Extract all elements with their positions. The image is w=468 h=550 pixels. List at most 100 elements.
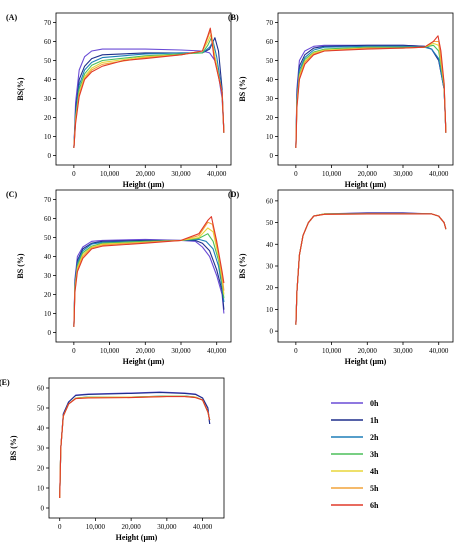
series-line-0h xyxy=(295,44,447,148)
series-line-0h xyxy=(73,48,225,148)
panel-3: 0 10 20 30 40 50 60 0 10,000 20,000 30,000 40,000 He… xyxy=(228,189,454,366)
y-tick-label: 60 xyxy=(44,215,52,223)
x-tick-label: 30,000 xyxy=(171,170,191,178)
y-axis-label: BS (%) xyxy=(9,435,18,460)
series-line-0h xyxy=(59,391,211,499)
series-line-3h xyxy=(295,213,447,325)
y-tick-label: 50 xyxy=(44,234,52,242)
y-tick-label: 30 xyxy=(266,263,274,271)
x-tick-label: 40,000 xyxy=(207,347,227,355)
series-line-5h xyxy=(295,213,447,325)
legend-label: 6h xyxy=(370,501,379,510)
panel-label: (E) xyxy=(0,378,10,387)
series-line-6h xyxy=(73,216,225,327)
y-tick-label: 0 xyxy=(270,152,274,160)
y-tick-label: 30 xyxy=(37,445,45,453)
panels: 0 10 20 30 40 50 60 70 0 10,000 20,000 30,000 40,000… xyxy=(0,12,454,542)
y-axis-label: BS(%) xyxy=(16,77,25,100)
y-tick-label: 70 xyxy=(44,19,52,27)
series-line-2h xyxy=(295,45,447,148)
y-tick-label: 40 xyxy=(44,76,52,84)
panel-0: 0 10 20 30 40 50 60 70 0 10,000 20,000 30,000 40,000… xyxy=(6,12,232,189)
legend-label: 2h xyxy=(370,433,379,442)
series-line-6h xyxy=(73,27,225,148)
legend-label: 3h xyxy=(370,450,379,459)
y-tick-label: 50 xyxy=(44,57,52,65)
x-tick-label: 0 xyxy=(72,347,76,355)
y-tick-label: 20 xyxy=(266,284,274,292)
y-tick-label: 10 xyxy=(44,133,52,141)
y-tick-label: 20 xyxy=(44,114,52,122)
series-line-0h xyxy=(73,238,225,327)
x-tick-label: 30,000 xyxy=(393,170,413,178)
y-tick-label: 30 xyxy=(44,272,52,280)
x-tick-label: 20,000 xyxy=(136,347,156,355)
panel-2: 0 10 20 30 40 50 60 70 0 10,000 20,000 30,000 40,000… xyxy=(6,189,232,366)
y-tick-label: 50 xyxy=(266,219,274,227)
panel-1: 0 10 20 30 40 50 60 70 0 10,000 20,000 30,000 40,000… xyxy=(228,12,454,189)
y-tick-label: 40 xyxy=(44,253,52,261)
y-tick-label: 10 xyxy=(44,310,52,318)
y-tick-label: 40 xyxy=(266,241,274,249)
y-tick-label: 60 xyxy=(266,197,274,205)
x-tick-label: 10,000 xyxy=(86,523,106,531)
y-tick-label: 10 xyxy=(266,306,274,314)
y-tick-label: 0 xyxy=(270,328,274,336)
legend-label: 5h xyxy=(370,484,379,493)
series-line-1h xyxy=(59,391,211,499)
series-line-5h xyxy=(59,395,211,499)
series-line-5h xyxy=(295,40,447,148)
x-tick-label: 40,000 xyxy=(193,523,213,531)
x-axis-label: Height (μm) xyxy=(116,533,158,542)
series-line-6h xyxy=(295,35,447,148)
legend-label: 1h xyxy=(370,416,379,425)
series-line-0h xyxy=(295,212,447,325)
series-line-1h xyxy=(73,239,225,327)
series-line-5h xyxy=(73,29,225,148)
series-line-3h xyxy=(295,44,447,148)
x-tick-label: 30,000 xyxy=(157,523,177,531)
x-tick-label: 10,000 xyxy=(100,170,120,178)
series-line-1h xyxy=(295,212,447,325)
y-tick-label: 70 xyxy=(44,196,52,204)
y-tick-label: 60 xyxy=(266,38,274,46)
legend-label: 4h xyxy=(370,467,379,476)
x-tick-label: 40,000 xyxy=(207,170,227,178)
y-axis-label: BS (%) xyxy=(238,253,247,278)
series-line-2h xyxy=(295,212,447,325)
series-line-6h xyxy=(295,213,447,325)
series-line-4h xyxy=(295,42,447,148)
x-tick-label: 20,000 xyxy=(136,170,156,178)
y-tick-label: 20 xyxy=(37,465,45,473)
panel-label: (B) xyxy=(228,13,239,22)
y-tick-label: 60 xyxy=(44,38,52,46)
x-tick-label: 10,000 xyxy=(322,170,342,178)
y-tick-label: 0 xyxy=(41,505,45,513)
y-tick-label: 40 xyxy=(37,425,45,433)
series-line-3h xyxy=(59,395,211,499)
y-tick-label: 0 xyxy=(48,152,52,160)
x-tick-label: 0 xyxy=(58,523,62,531)
x-axis-label: Height (μm) xyxy=(345,180,387,189)
x-tick-label: 40,000 xyxy=(429,170,449,178)
panel-label: (D) xyxy=(228,190,239,199)
x-tick-label: 0 xyxy=(294,170,298,178)
series-line-5h xyxy=(73,221,225,327)
panel-label: (C) xyxy=(6,190,17,199)
plot-frame xyxy=(55,12,232,166)
series-line-4h xyxy=(295,213,447,325)
y-tick-label: 20 xyxy=(266,114,274,122)
series-line-4h xyxy=(59,395,211,499)
y-tick-label: 50 xyxy=(37,405,45,413)
series-line-6h xyxy=(59,396,211,499)
x-tick-label: 0 xyxy=(294,347,298,355)
x-tick-label: 0 xyxy=(72,170,76,178)
legend-label: 0h xyxy=(370,399,379,408)
y-tick-label: 40 xyxy=(266,76,274,84)
panel-4: 0 10 20 30 40 50 60 0 10,000 20,000 30,000 40,000 He… xyxy=(0,377,225,542)
series-line-1h xyxy=(295,44,447,148)
y-tick-label: 60 xyxy=(37,385,45,393)
y-tick-label: 10 xyxy=(266,133,274,141)
x-tick-label: 20,000 xyxy=(122,523,142,531)
